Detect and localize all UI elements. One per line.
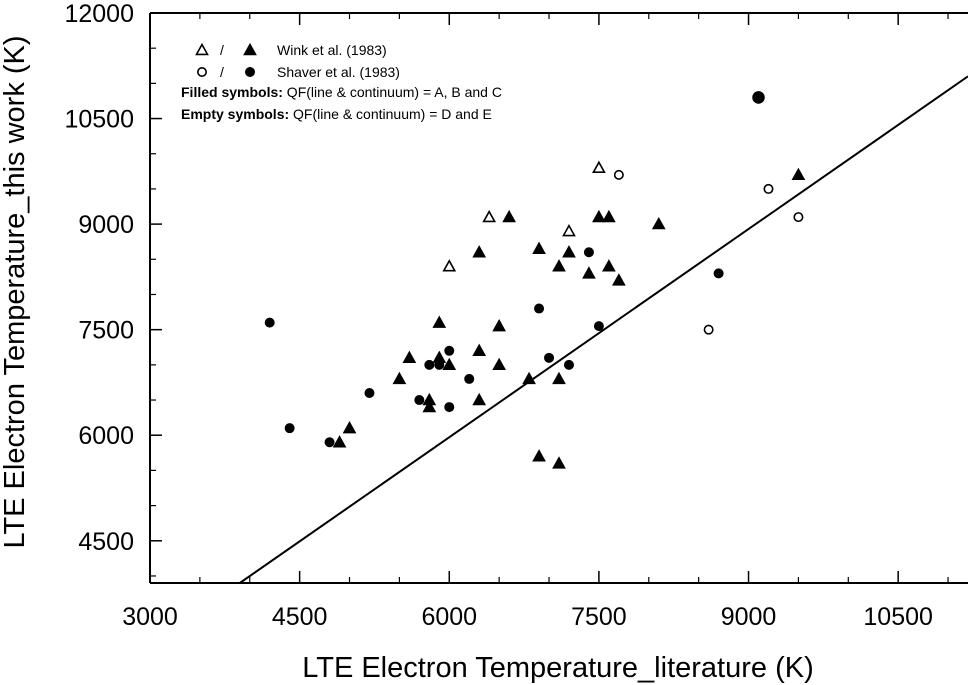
data-point-triangle-filled xyxy=(422,399,437,413)
data-point-circle-filled xyxy=(544,352,555,363)
data-points xyxy=(264,91,806,469)
x-tick-label: 6000 xyxy=(421,603,477,631)
legend-entry-shaver: Shaver et al. (1983) xyxy=(277,64,400,80)
data-point-triangle-empty xyxy=(482,209,497,223)
data-point-triangle-filled xyxy=(492,357,507,371)
y-tick-label: 7500 xyxy=(78,317,134,345)
data-point-triangle-filled xyxy=(522,371,536,385)
fit-line-layer xyxy=(239,75,968,584)
data-point-circle-filled xyxy=(713,268,724,279)
legend-note-empty-label: Empty symbols: xyxy=(181,106,289,122)
y-tick-label: 4500 xyxy=(78,528,134,556)
data-point-circle-filled xyxy=(414,395,425,406)
data-point-circle-empty xyxy=(793,212,804,223)
legend-note-filled: Filled symbols: QF(line & continuum) = A… xyxy=(181,84,502,100)
data-point-circle-filled xyxy=(324,437,335,448)
legend-note-filled-label: Filled symbols: xyxy=(181,84,283,100)
legend-circle-filled-icon xyxy=(245,67,256,78)
data-point-triangle-filled xyxy=(442,357,457,371)
data-point-triangle-filled xyxy=(611,273,626,286)
x-tick-label: 10500 xyxy=(863,603,933,631)
data-point-triangle-filled xyxy=(342,421,357,434)
legend-separator: / xyxy=(220,64,224,80)
legend-triangle-empty-icon xyxy=(195,42,209,56)
data-point-triangle-filled xyxy=(472,343,487,356)
data-point-circle-filled xyxy=(444,402,455,413)
data-point-circle-filled xyxy=(593,321,604,332)
x-tick-label: 9000 xyxy=(721,603,777,631)
data-point-circle-empty xyxy=(613,169,624,180)
axis-ticks: 3000 4500 6000 7500 9000 10500 4500 6000 7500 900… xyxy=(64,0,949,631)
data-point-triangle-filled xyxy=(332,435,347,448)
data-point-triangle-filled xyxy=(552,456,566,469)
data-point-circle-filled xyxy=(364,387,375,398)
data-point-circle-filled xyxy=(264,317,275,328)
legend-triangle-filled-icon xyxy=(243,42,257,56)
data-point-triangle-filled xyxy=(502,209,516,223)
data-point-triangle-filled xyxy=(791,167,806,181)
data-point-triangle-filled xyxy=(582,266,596,279)
data-point-triangle-filled xyxy=(402,350,417,364)
y-axis-title: LTE Electron Temperature_this work (K) xyxy=(0,35,31,548)
plot-frame xyxy=(149,12,968,584)
data-point-circle-empty xyxy=(763,183,774,194)
data-point-triangle-empty xyxy=(592,160,606,174)
data-point-triangle-filled xyxy=(592,209,606,223)
data-point-triangle-filled xyxy=(651,216,666,230)
fit-line xyxy=(239,75,968,584)
data-point-circle-filled xyxy=(534,303,545,314)
data-point-triangle-filled xyxy=(472,392,487,406)
legend-note-filled-text: QF(line & continuum) = A, B and C xyxy=(283,84,502,100)
x-tick-label: 4500 xyxy=(272,603,328,631)
data-point-circle-filled xyxy=(583,247,594,258)
y-tick-label: 6000 xyxy=(78,422,134,450)
data-point-circle-empty xyxy=(703,324,714,335)
x-tick-label: 3000 xyxy=(122,603,178,631)
data-point-circle-filled xyxy=(434,359,445,370)
data-point-circle-filled xyxy=(444,345,455,356)
data-point-circle-filled xyxy=(752,91,765,104)
legend-circle-empty-icon xyxy=(197,67,208,78)
data-point-triangle-filled xyxy=(472,245,487,258)
data-point-triangle-filled xyxy=(552,371,566,385)
data-point-triangle-filled xyxy=(532,449,546,462)
legend: / / Wink et al. (1983) Shaver et al. (198… xyxy=(181,42,502,122)
data-point-triangle-empty xyxy=(442,259,457,272)
data-point-triangle-empty xyxy=(562,224,576,237)
data-point-triangle-filled xyxy=(432,315,447,328)
data-point-triangle-filled xyxy=(492,319,507,332)
data-point-circle-filled xyxy=(284,423,295,434)
x-axis-title: LTE Electron Temperature_literature (K) xyxy=(302,652,813,684)
data-point-triangle-filled xyxy=(392,371,407,385)
legend-separator: / xyxy=(220,42,224,58)
data-point-triangle-filled xyxy=(532,241,546,254)
data-point-triangle-filled xyxy=(552,259,566,272)
data-point-circle-filled xyxy=(424,359,435,370)
data-point-circle-filled xyxy=(563,359,574,370)
y-tick-label: 10500 xyxy=(64,106,134,134)
data-point-triangle-filled xyxy=(602,209,616,223)
data-point-triangle-filled xyxy=(562,245,576,258)
data-point-triangle-filled xyxy=(602,259,616,272)
legend-entry-wink: Wink et al. (1983) xyxy=(277,42,387,58)
y-tick-label: 12000 xyxy=(64,0,134,28)
y-tick-label: 9000 xyxy=(78,211,134,239)
legend-note-empty: Empty symbols: QF(line & continuum) = D … xyxy=(181,106,492,122)
legend-note-empty-text: QF(line & continuum) = D and E xyxy=(289,106,492,122)
x-tick-label: 7500 xyxy=(571,603,627,631)
data-point-circle-filled xyxy=(464,373,475,384)
